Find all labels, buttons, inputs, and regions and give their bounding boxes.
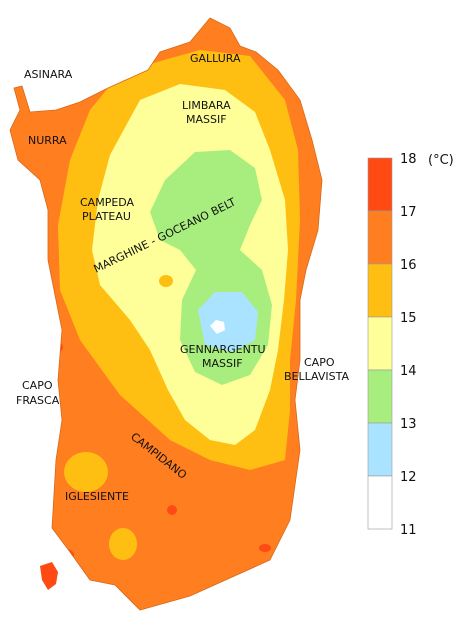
label-asinara: ASINARA xyxy=(24,68,73,81)
label-capo-frasca-2: FRASCA xyxy=(16,394,60,407)
label-gennargentu-2: MASSIF xyxy=(202,357,243,370)
temperature-legend: 18 17 16 15 14 13 12 11 xyxy=(367,152,417,538)
legend-swatch-12-13 xyxy=(367,422,393,477)
island-outline xyxy=(9,17,323,611)
islet-sant-antioco xyxy=(40,562,58,590)
legend-tick-11: 11 xyxy=(400,523,417,538)
band-12-13-zone xyxy=(198,292,258,352)
legend-swatch-14-15 xyxy=(367,316,393,371)
label-campeda-1: CAMPEDA xyxy=(80,196,135,209)
legend-tick-13: 13 xyxy=(400,417,417,432)
label-limbara-1: LIMBARA xyxy=(182,99,231,112)
band-11-12-zone xyxy=(210,320,225,334)
warm-spot-sulcis xyxy=(109,528,137,560)
legend-swatch-13-14 xyxy=(367,369,393,424)
legend-swatch-11-12 xyxy=(367,475,393,530)
label-campeda-2: PLATEAU xyxy=(82,210,131,223)
legend-tick-15: 15 xyxy=(400,311,417,326)
legend-unit: (°C) xyxy=(428,153,454,168)
label-gallura: GALLURA xyxy=(190,52,241,65)
warm-spot-iglesiente xyxy=(64,452,108,492)
legend-tick-18: 18 xyxy=(400,152,417,167)
legend-swatch-17-18 xyxy=(367,157,393,212)
legend-tick-16: 16 xyxy=(400,258,417,273)
legend-tick-17: 17 xyxy=(400,205,417,220)
hot-spot-3 xyxy=(53,342,63,352)
label-limbara-2: MASSIF xyxy=(186,113,227,126)
label-iglesiente: IGLESIENTE xyxy=(65,490,129,503)
island-bands xyxy=(10,18,322,610)
hot-spot-1 xyxy=(167,505,177,515)
legend-swatch-15-16 xyxy=(367,263,393,318)
hot-spot-2 xyxy=(58,549,74,561)
label-nurra: NURRA xyxy=(28,134,67,147)
legend-tick-12: 12 xyxy=(400,470,417,485)
hot-spot-4 xyxy=(259,544,271,552)
label-gennargentu-1: GENNARGENTU xyxy=(180,343,266,356)
legend-swatch-16-17 xyxy=(367,210,393,265)
label-capo-frasca-1: CAPO xyxy=(22,379,53,392)
label-capo-bellavista-1: CAPO xyxy=(304,356,335,369)
label-capo-bellavista-2: BELLAVISTA xyxy=(284,370,349,383)
legend-tick-14: 14 xyxy=(400,364,417,379)
warm-spot-campeda xyxy=(159,275,173,287)
